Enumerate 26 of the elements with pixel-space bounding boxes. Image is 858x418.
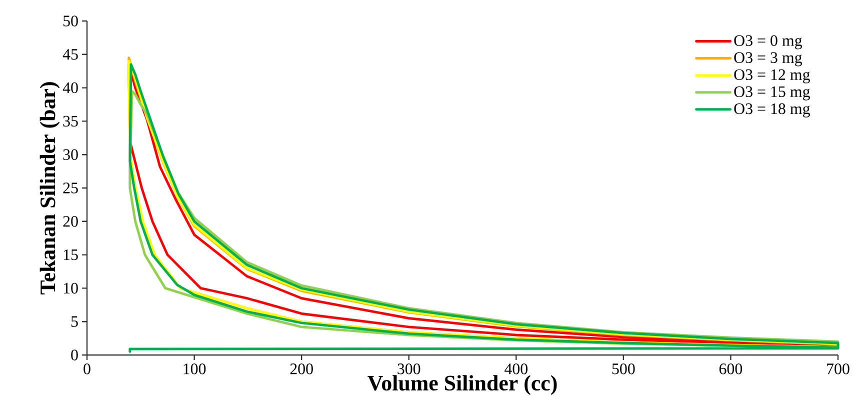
y-tick-label: 50 <box>63 16 78 26</box>
x-tick-label: 500 <box>612 364 635 374</box>
x-tick-label: 100 <box>184 364 206 374</box>
y-tick-label: 40 <box>62 82 78 94</box>
legend-label: O3 = 18 mg <box>734 103 810 118</box>
x-axis-title: Volume Silinder (cc) <box>368 375 557 395</box>
x-tick-label: 200 <box>290 364 313 374</box>
y-tick-label: 25 <box>63 182 78 194</box>
y-tick-label: 20 <box>63 216 78 227</box>
y-tick-label: 15 <box>64 249 78 260</box>
y-tick-label: 10 <box>64 282 78 294</box>
y-axis-title: Tekanan Silinder (bar) <box>40 82 60 294</box>
y-tick-label: 0 <box>71 350 78 360</box>
x-tick-label: 600 <box>719 364 742 374</box>
legend-label: O3 = 0 mg <box>734 35 802 50</box>
x-tick-label: 400 <box>504 364 528 374</box>
y-tick-label: 35 <box>63 116 78 127</box>
y-tick-label: 45 <box>62 49 78 60</box>
x-tick-label: 700 <box>827 364 850 374</box>
legend-label: O3 = 3 mg <box>734 52 802 66</box>
legend-label: O3 = 15 mg <box>734 86 810 100</box>
y-tick-label: 30 <box>63 149 78 160</box>
legend-label: O3 = 12 mg <box>734 69 810 84</box>
x-tick-label: 0 <box>84 364 90 374</box>
y-tick-label: 5 <box>71 316 78 327</box>
x-tick-label: 300 <box>398 364 420 374</box>
